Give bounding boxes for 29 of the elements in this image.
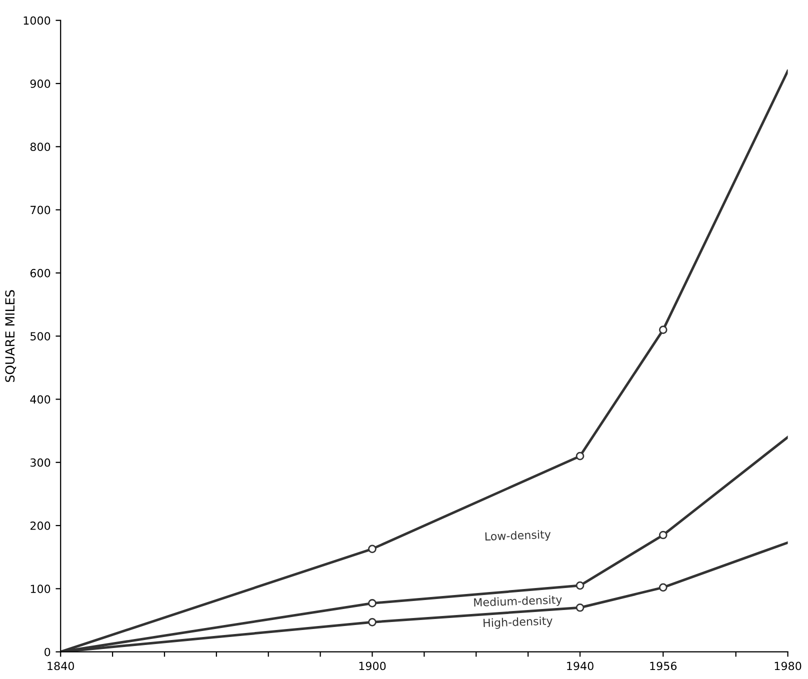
x-tick-label: 1940 (567, 662, 594, 670)
series-label: High-density (483, 616, 553, 630)
x-tick-label: 1980 (774, 662, 802, 670)
y-tick-label: 800 (30, 142, 50, 152)
point (658, 530, 668, 540)
series-label: Medium-density (474, 595, 562, 609)
point (368, 599, 376, 608)
y-tick-label: 200 (30, 522, 50, 530)
y-tick-label: 300 (30, 458, 50, 467)
point (368, 618, 376, 626)
y-tick-label: 100 (30, 584, 50, 594)
x-tick-label: 1956 (650, 662, 677, 670)
x-tick-label: 1900 (359, 662, 386, 670)
y-tick-label: 900 (30, 79, 50, 88)
point (658, 326, 668, 334)
point (658, 583, 668, 592)
y-tick-label: 1000 (24, 16, 50, 25)
text: Low-density (485, 530, 551, 543)
y-tick-label: 400 (30, 395, 50, 404)
point (576, 581, 584, 590)
x-tick-label: 1840 (48, 662, 74, 670)
y-axis-title: SQUARE MILES (5, 290, 16, 382)
point (368, 544, 376, 554)
point (576, 603, 584, 612)
y-tick-label: 500 (30, 332, 50, 340)
point (576, 452, 584, 460)
y-tick-label: 700 (30, 206, 50, 214)
y-tick-label: 600 (30, 268, 50, 278)
y-tick-label: 0 (44, 648, 50, 656)
